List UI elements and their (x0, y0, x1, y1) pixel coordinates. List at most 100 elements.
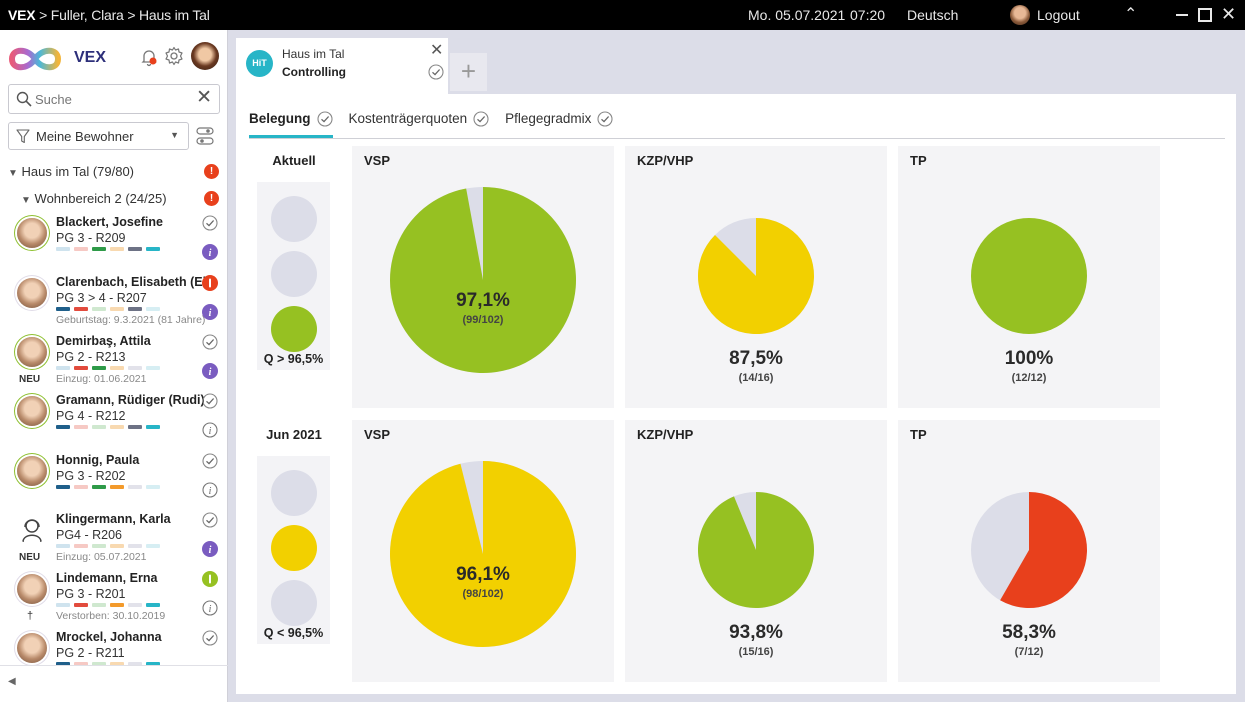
resident-placeholder-avatar-icon (22, 519, 42, 543)
pie-fraction-label: (12/12) (1011, 372, 1047, 384)
chevron-up-icon[interactable]: ⌃ (1124, 6, 1138, 23)
resident-list-item[interactable]: Klingermann, Karla PG4 - R206 Einzug: 05.0… (0, 511, 228, 571)
pie-card-tp[interactable]: TP 100% (12/12) (898, 146, 1160, 408)
pie-slice-value (390, 461, 576, 647)
pie-chart (698, 492, 814, 608)
care-category-bar (146, 366, 160, 370)
resident-list-item[interactable]: Clarenbach, Elisabeth (Elli) PG 3 > 4 - R… (0, 274, 228, 334)
close-tab-icon[interactable]: ✕ (430, 42, 444, 59)
add-tab-button[interactable]: + (450, 53, 487, 91)
care-category-bar (128, 425, 142, 429)
pie-card-tp[interactable]: TP 58,3% (7/12) (898, 420, 1160, 682)
resident-list-item[interactable]: Mrockel, Johanna PG 2 - R211 (0, 629, 228, 689)
expand-triangle-icon[interactable]: ▼ (21, 195, 31, 206)
alert-icon[interactable]: ! (204, 191, 219, 206)
resident-note: Einzug: 05.07.2021 (56, 551, 147, 563)
care-category-bar (92, 544, 106, 548)
check-circle-icon[interactable] (202, 393, 218, 409)
info-icon[interactable]: i (202, 244, 218, 260)
resident-list-item[interactable]: Demirbaş, Attila PG 2 - R213 Einzug: 01.06… (0, 333, 228, 393)
check-circle-icon[interactable] (202, 215, 218, 231)
tree-node-house[interactable]: ▼ Haus im Tal (79/80) (8, 164, 134, 179)
pie-card-vsp[interactable]: VSP 97,1% (99/102) (352, 146, 614, 408)
check-circle-icon (473, 110, 489, 127)
logout-button[interactable]: Logout (1037, 7, 1080, 23)
care-category-bar (146, 247, 160, 251)
svg-text:i: i (209, 545, 212, 556)
search-input[interactable]: Suche ✕ (8, 84, 220, 114)
traffic-light-off-dot (271, 580, 317, 626)
resident-list-item[interactable]: Honnig, Paula PG 3 - R202 i (0, 452, 228, 512)
alert-icon[interactable] (202, 275, 218, 291)
toggle-view-icon[interactable] (196, 126, 214, 146)
threshold-label: Q > 96,5% (263, 352, 324, 366)
resident-list-item[interactable]: Blackert, Josefine PG 3 - R209 i (0, 214, 228, 274)
tab-pflegegradmix[interactable]: Pflegegradmix (505, 102, 613, 135)
pie-card-kzp-vhp[interactable]: KZP/VHP 87,5% (14/16) (625, 146, 887, 408)
clear-search-icon[interactable]: ✕ (196, 87, 212, 108)
alert-icon[interactable]: ! (204, 164, 219, 179)
minimize-window-icon[interactable] (1176, 14, 1188, 16)
info-icon[interactable]: i (202, 541, 218, 557)
pie-card-vsp[interactable]: VSP 96,1% (98/102) (352, 420, 614, 682)
resident-avatar (17, 278, 47, 308)
traffic-light: Q > 96,5% (257, 182, 330, 370)
resident-note: Geburtstag: 9.3.2021 (81 Jahre) (56, 314, 206, 326)
info-icon[interactable]: i (202, 600, 218, 616)
resident-care-level-room: PG 3 - R201 (56, 587, 126, 601)
care-category-bar (110, 662, 124, 666)
check-circle-icon[interactable] (202, 630, 218, 646)
tree-node-label: Wohnbereich 2 (24/25) (34, 191, 167, 206)
traffic-light-off-dot (271, 196, 317, 242)
care-category-bar (128, 603, 142, 607)
search-icon (16, 91, 32, 107)
tab-label: Pflegegradmix (505, 111, 592, 126)
check-circle-icon[interactable] (202, 334, 218, 350)
breadcrumb-app[interactable]: VEX (8, 7, 36, 23)
care-category-bar (92, 307, 106, 311)
info-icon[interactable]: i (202, 422, 218, 438)
sidebar: VEX Suche ✕ Meine Bewohner ▼ ▼ Haus im T… (0, 30, 228, 702)
status-green-icon[interactable] (202, 571, 218, 587)
info-icon[interactable]: i (202, 363, 218, 379)
period-label: Aktuell (272, 153, 316, 168)
close-window-icon[interactable]: ✕ (1221, 4, 1237, 24)
care-category-bars (56, 485, 160, 489)
resident-name: Honnig, Paula (56, 453, 140, 467)
care-category-bar (128, 662, 142, 666)
resident-list-item[interactable]: Lindemann, Erna PG 3 - R201 Verstorben: 30… (0, 570, 228, 630)
notification-bell-icon[interactable] (140, 47, 158, 67)
collapse-sidebar-icon[interactable]: ◀ (8, 676, 16, 687)
tab-belegung[interactable]: Belegung (249, 102, 333, 138)
check-circle-icon[interactable] (202, 453, 218, 469)
check-circle-icon (597, 110, 613, 127)
date-display: Mo. 05.07.2021 (748, 7, 846, 23)
language-selector[interactable]: Deutsch (907, 7, 959, 23)
care-category-bar (128, 307, 142, 311)
gear-icon[interactable] (164, 46, 184, 66)
care-category-bar (146, 425, 160, 429)
expand-triangle-icon[interactable]: ▼ (8, 168, 18, 179)
user-avatar[interactable] (191, 42, 219, 70)
pie-card-kzp-vhp[interactable]: KZP/VHP 93,8% (15/16) (625, 420, 887, 682)
tree-node-area[interactable]: ▼ Wohnbereich 2 (24/25) (21, 191, 167, 206)
info-icon[interactable]: i (202, 304, 218, 320)
main-area: HiT Haus im Tal Controlling ✕ + Belegung… (236, 38, 1236, 694)
resident-name: Blackert, Josefine (56, 215, 163, 229)
pie-percent-label: 100% (1004, 348, 1054, 369)
check-circle-icon[interactable] (202, 512, 218, 528)
resident-filter-select[interactable]: Meine Bewohner ▼ (8, 122, 189, 150)
resident-care-level-room: PG 3 > 4 - R207 (56, 291, 147, 305)
pie-chart (698, 218, 814, 334)
dashboard-content: Belegung Kostenträgerquoten Pflegegradmi… (236, 94, 1236, 694)
care-category-bar (92, 366, 106, 370)
check-circle-icon (428, 64, 444, 80)
tab-kostentraegerquoten[interactable]: Kostenträgerquoten (349, 102, 490, 135)
document-tab[interactable]: HiT Haus im Tal Controlling ✕ (236, 38, 448, 94)
maximize-window-icon[interactable] (1198, 8, 1212, 22)
care-category-bar (110, 425, 124, 429)
breadcrumb-path[interactable]: > Fuller, Clara > Haus im Tal (35, 7, 210, 23)
info-icon[interactable]: i (202, 482, 218, 498)
care-category-bar (74, 366, 88, 370)
resident-list-item[interactable]: Gramann, Rüdiger (Rudi) PG 4 - R212 i (0, 392, 228, 452)
